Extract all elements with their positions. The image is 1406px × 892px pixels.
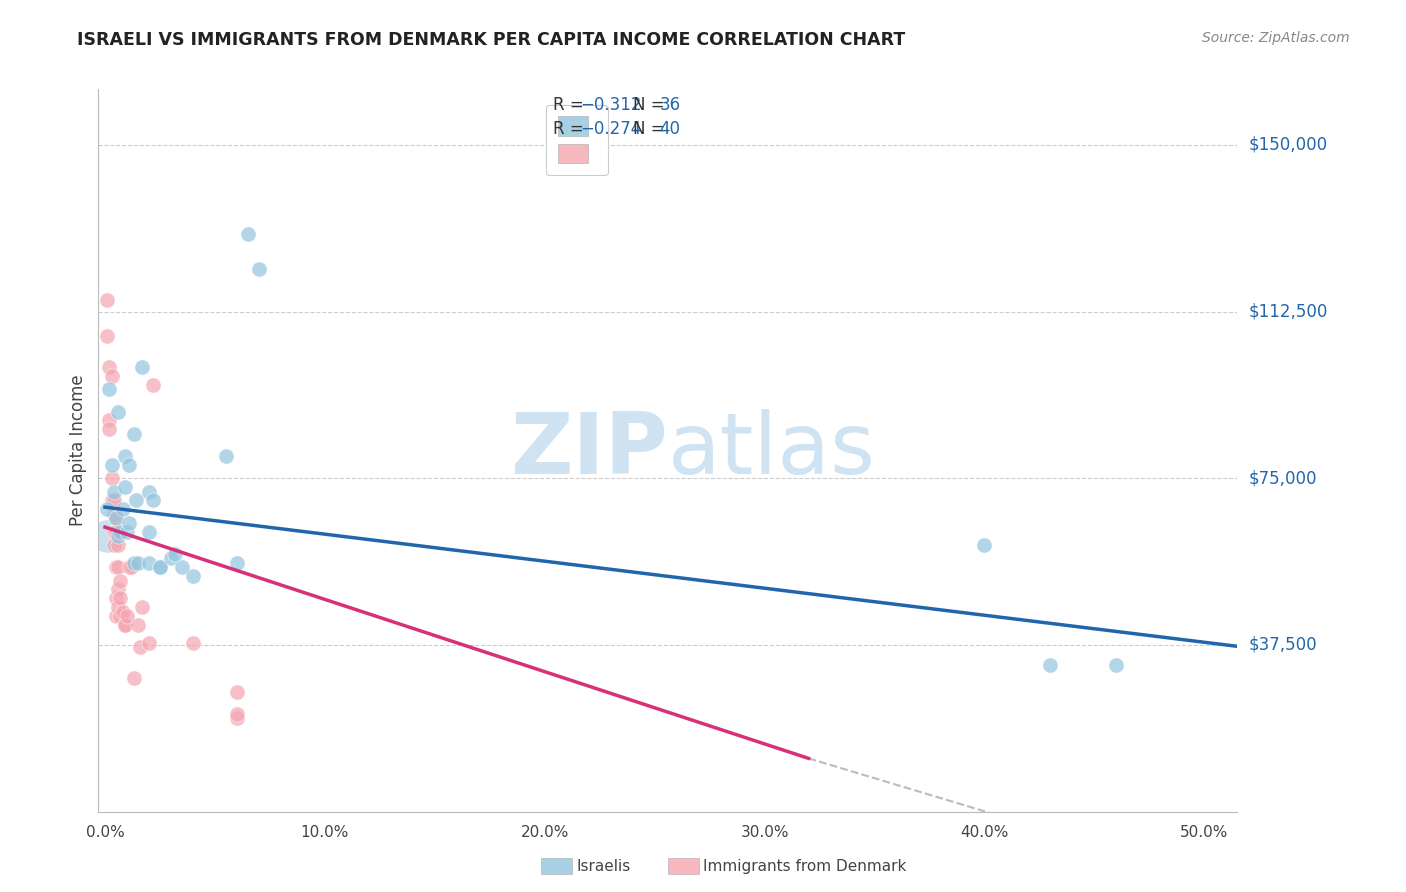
Text: 36: 36 — [659, 96, 681, 114]
Point — [114, 480, 136, 494]
Point — [98, 382, 121, 396]
Point — [110, 609, 132, 624]
Point — [107, 529, 129, 543]
Point — [115, 524, 138, 539]
Text: $112,500: $112,500 — [1249, 302, 1327, 320]
Point — [142, 377, 165, 392]
Point — [181, 569, 204, 583]
Legend: , : , — [546, 104, 607, 175]
Point — [100, 458, 122, 472]
Y-axis label: Per Capita Income: Per Capita Income — [69, 375, 87, 526]
Point — [98, 360, 121, 375]
Point — [100, 471, 122, 485]
Text: $75,000: $75,000 — [1249, 469, 1317, 487]
Point — [165, 547, 187, 561]
Point — [114, 618, 136, 632]
Text: N =: N = — [633, 120, 669, 138]
Text: $37,500: $37,500 — [1249, 636, 1317, 654]
Point — [120, 560, 142, 574]
Point — [122, 671, 145, 685]
Point — [105, 560, 128, 574]
Point — [181, 636, 204, 650]
Point — [107, 582, 129, 597]
Point — [236, 227, 259, 241]
Point — [96, 529, 118, 543]
Text: ISRAELI VS IMMIGRANTS FROM DENMARK PER CAPITA INCOME CORRELATION CHART: ISRAELI VS IMMIGRANTS FROM DENMARK PER C… — [77, 31, 905, 49]
Text: Source: ZipAtlas.com: Source: ZipAtlas.com — [1202, 31, 1350, 45]
Point — [110, 591, 132, 606]
Point — [96, 293, 118, 308]
Point — [103, 493, 125, 508]
Point — [96, 329, 118, 343]
Point — [1039, 658, 1062, 673]
Text: −0.312: −0.312 — [581, 96, 643, 114]
Point — [105, 524, 128, 539]
Point — [1105, 658, 1128, 673]
Text: N =: N = — [633, 96, 669, 114]
Point — [114, 618, 136, 632]
Point — [973, 538, 995, 552]
Point — [118, 458, 141, 472]
Text: $150,000: $150,000 — [1249, 136, 1327, 153]
Point — [127, 556, 149, 570]
Text: Israelis: Israelis — [576, 859, 631, 873]
Point — [103, 507, 125, 521]
Point — [105, 609, 128, 624]
Point — [110, 524, 132, 539]
Point — [107, 600, 129, 615]
Point — [105, 511, 128, 525]
Point — [149, 560, 172, 574]
Point — [96, 502, 118, 516]
Point — [122, 426, 145, 441]
Point — [129, 640, 152, 655]
Point — [118, 516, 141, 530]
Point — [226, 706, 249, 721]
Point — [100, 369, 122, 384]
Point — [226, 556, 249, 570]
Point — [138, 556, 160, 570]
Text: atlas: atlas — [668, 409, 876, 492]
Text: ZIP: ZIP — [510, 409, 668, 492]
Point — [226, 684, 249, 698]
Point — [142, 493, 165, 508]
Point — [131, 360, 153, 375]
Point — [100, 493, 122, 508]
Point — [98, 422, 121, 436]
Point — [247, 262, 270, 277]
Point — [98, 413, 121, 427]
Point — [114, 449, 136, 463]
Point — [118, 560, 141, 574]
Point — [125, 493, 148, 508]
Text: R =: R = — [553, 96, 589, 114]
Point — [107, 560, 129, 574]
Text: −0.274: −0.274 — [581, 120, 643, 138]
Point — [160, 551, 183, 566]
Text: Immigrants from Denmark: Immigrants from Denmark — [703, 859, 907, 873]
Point — [107, 404, 129, 418]
Text: R =: R = — [553, 120, 589, 138]
Point — [149, 560, 172, 574]
Point — [138, 524, 160, 539]
Point — [103, 484, 125, 499]
Point — [105, 591, 128, 606]
Point — [103, 524, 125, 539]
Text: 40: 40 — [659, 120, 681, 138]
Point — [105, 511, 128, 525]
Point — [131, 600, 153, 615]
Point — [111, 502, 134, 516]
Point — [103, 538, 125, 552]
Point — [170, 560, 193, 574]
Point — [110, 574, 132, 588]
Point — [138, 636, 160, 650]
Point — [226, 711, 249, 725]
Point — [111, 605, 134, 619]
Point — [115, 609, 138, 624]
Point — [127, 618, 149, 632]
Point — [107, 538, 129, 552]
Point — [138, 484, 160, 499]
Point — [215, 449, 238, 463]
Point — [122, 556, 145, 570]
